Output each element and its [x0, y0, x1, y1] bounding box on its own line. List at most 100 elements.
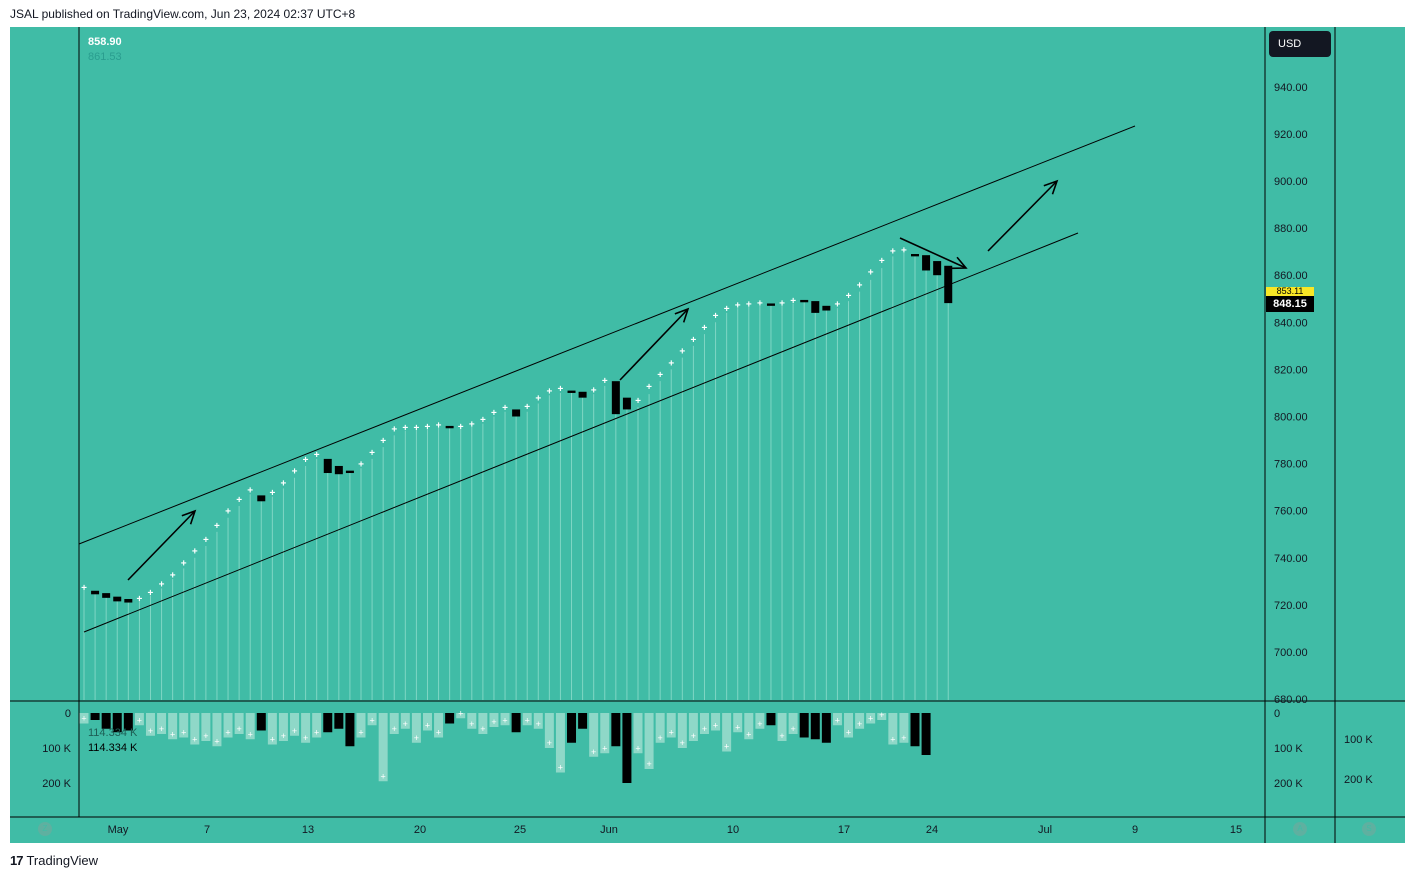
alt-price-tag: 853.11 [1266, 287, 1314, 296]
candle-up-marker: + [690, 335, 696, 346]
footer-brand[interactable]: 17 TradingView [10, 853, 98, 868]
pane-dividers [10, 27, 1405, 843]
upper-channel-line [78, 125, 1136, 545]
volume-bar [245, 713, 255, 740]
volume-plus: + [436, 728, 441, 738]
volume-bar [400, 713, 410, 729]
volume-bar [511, 713, 521, 733]
volume-bar [467, 713, 477, 729]
volume-bar [844, 713, 854, 738]
volume-tick-left: 0 [65, 708, 71, 720]
candle-body-down [800, 299, 809, 303]
volume-bar [367, 713, 377, 726]
chart-frame[interactable] [10, 27, 1405, 843]
volume-bar [256, 713, 266, 731]
candle-up-marker: + [203, 535, 209, 546]
volume-bar [733, 713, 743, 733]
candle-up-marker: + [491, 408, 497, 419]
settings-icon[interactable]: S [1362, 822, 1376, 836]
candle-up-marker: + [413, 423, 419, 434]
price-axis: 940.00 920.00 900.00 880.00 860.00 840.00 820.… [1274, 82, 1308, 706]
volume-plus: + [591, 747, 596, 757]
volume-plus: + [635, 743, 640, 753]
candle-body-down [567, 390, 576, 393]
candle-up-marker: + [857, 281, 863, 292]
volume-bar [456, 713, 466, 719]
volume-plus: + [270, 735, 275, 745]
candle-up-marker: + [269, 488, 275, 499]
volume-bar [267, 713, 277, 745]
volume-plus: + [846, 728, 851, 738]
volume-plus: + [735, 722, 740, 732]
candle-up-marker: + [314, 450, 320, 461]
volume-plus: + [358, 728, 363, 738]
arrow-shaft [987, 180, 1058, 252]
footer-brand-label: TradingView [26, 853, 99, 868]
volume-bar [101, 713, 111, 729]
volume-tick-far-right: 100 K [1344, 734, 1373, 746]
currency-button[interactable]: USD [1269, 31, 1331, 57]
volume-bar [157, 713, 167, 734]
volume-bar [821, 713, 831, 743]
volume-plus: + [425, 721, 430, 731]
candle-up-marker: + [170, 570, 176, 581]
volume-plus: + [303, 733, 308, 743]
volume-plus: + [746, 729, 751, 739]
last-price-tag: 848.15 [1266, 296, 1314, 312]
candle-up-marker: + [281, 478, 287, 489]
time-tick-label: 9 [1132, 824, 1138, 836]
volume-bar [589, 713, 599, 757]
time-tick-label: May [108, 824, 129, 836]
z-icon[interactable]: Z [38, 822, 52, 836]
arrow-head [181, 509, 197, 525]
volume-bar [799, 713, 809, 738]
volume-plus: + [203, 731, 208, 741]
volume-bar [810, 713, 820, 740]
volume-tick-far-right: 200 K [1344, 774, 1373, 786]
candle-body-down [323, 458, 332, 474]
volume-plus: + [214, 736, 219, 746]
legend-price-2: 861.53 [88, 51, 122, 63]
candle-up-marker: + [879, 256, 885, 267]
volume-plus: + [779, 731, 784, 741]
volume-bar [777, 713, 787, 741]
candle-up-marker: + [225, 507, 231, 518]
candle-up-marker: + [181, 559, 187, 570]
volume-plus: + [414, 733, 419, 743]
volume-plus: + [491, 717, 496, 727]
volume-bar [378, 713, 388, 782]
volume-plus: + [81, 714, 86, 724]
volume-bar [301, 713, 311, 743]
volume-bar [179, 713, 189, 738]
volume-plus: + [724, 742, 729, 752]
volume-plus: + [458, 708, 463, 718]
volume-plus: + [469, 719, 474, 729]
candle-body-down [944, 265, 953, 304]
candle-body-down [334, 465, 343, 475]
volume-bar [168, 713, 178, 740]
volume-bar [478, 713, 488, 734]
volume-bar [688, 713, 698, 741]
candle-up-marker: + [159, 580, 165, 591]
volume-bar [134, 713, 144, 726]
trend-drawings [78, 125, 1136, 633]
price-tick-label: 860.00 [1274, 270, 1308, 282]
auto-scale-icon[interactable]: A [1293, 822, 1307, 836]
volume-plus: + [392, 724, 397, 734]
volume-bar [389, 713, 399, 734]
price-tick-label: 900.00 [1274, 176, 1308, 188]
volume-plus: + [248, 729, 253, 739]
candle-up-marker: + [524, 402, 530, 413]
volume-plus: + [680, 738, 685, 748]
candle-up-marker: + [247, 486, 253, 497]
volume-plus: + [159, 724, 164, 734]
volume-plus: + [536, 719, 541, 729]
candle-up-marker: + [668, 358, 674, 369]
candle-body-down [922, 255, 931, 271]
candle-body-down [911, 254, 919, 257]
volume-axis: 0 0 100 K 100 K 200 K 200 K 100 K 200 K [42, 708, 1373, 790]
candle-up-marker: + [724, 304, 730, 315]
time-tick-label: 20 [414, 824, 426, 836]
volume-bar [323, 713, 333, 733]
